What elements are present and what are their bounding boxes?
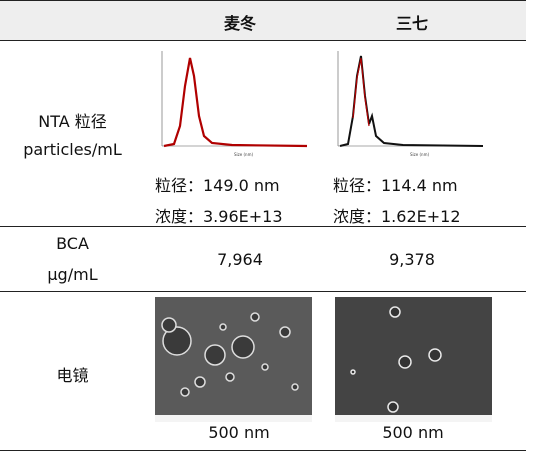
cell-text: 浓度：1.62E+12 [333,207,461,226]
svg-text:Size (nm): Size (nm) [234,152,253,157]
rule [0,226,526,227]
scale-label: 500 nm [208,423,270,442]
cell-text: 9,378 [389,250,435,269]
cell-text: 粒径：149.0 nm [155,176,280,195]
em-image [335,297,492,422]
cell-text: 浓度：3.96E+13 [155,207,283,226]
header-bg [0,0,526,40]
row-label: particles/mL [23,140,122,159]
cell-text: 7,964 [217,250,263,269]
rule [0,40,526,41]
row-label: NTA 粒径 [38,112,107,131]
em-image [155,297,312,422]
svg-text:Size (nm): Size (nm) [410,152,429,157]
cell-text: 粒径：114.4 nm [333,176,458,195]
row-label: BCA [56,234,89,253]
column-header: 麦冬 [223,14,256,33]
column-header: 三七 [395,14,428,33]
row-label: μg/mL [47,265,98,284]
rule [0,450,526,451]
rule [0,291,526,292]
rule [0,0,526,1]
nta-chart: Size (nm) [161,51,308,157]
row-label: 电镜 [56,366,89,385]
scale-label: 500 nm [382,423,444,442]
nta-chart: Size (nm) [337,51,484,157]
